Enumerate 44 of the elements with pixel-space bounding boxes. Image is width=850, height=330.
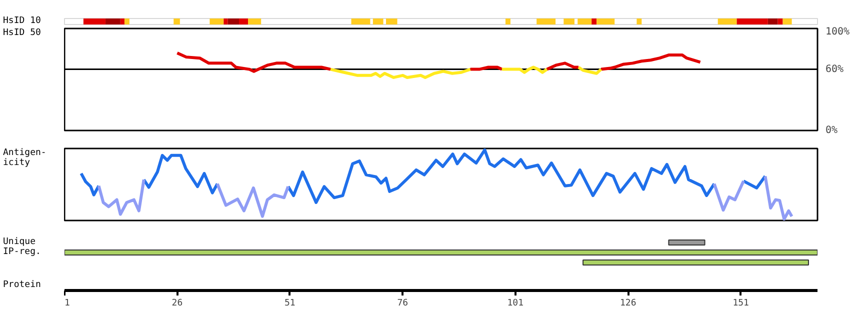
y-tick-label: 60% [826, 64, 844, 75]
bar [505, 18, 510, 24]
bar [124, 18, 130, 24]
bar [239, 18, 248, 24]
bar [386, 18, 398, 24]
bar [736, 18, 768, 24]
x-tick-label: 26 [172, 298, 183, 308]
x-tick-label: 151 [732, 298, 749, 308]
bar [64, 250, 818, 256]
bar [351, 18, 370, 24]
bar [536, 18, 556, 24]
bar [83, 18, 106, 24]
bar [582, 260, 809, 266]
bar [248, 18, 262, 24]
bar [174, 18, 180, 24]
category-label: HsID 10 [3, 16, 41, 26]
bar [668, 240, 706, 246]
bar [106, 18, 120, 24]
bar [372, 18, 384, 24]
bar [578, 18, 592, 24]
y-axis-title: HsID 50 [3, 28, 41, 38]
bar [228, 18, 239, 24]
bar [768, 18, 778, 24]
y-tick-label: IP-reg. [3, 247, 41, 257]
bar [224, 18, 228, 24]
x-tick-label: 126 [620, 298, 636, 308]
bar [592, 18, 597, 24]
bar [782, 18, 792, 24]
x-tick-label: 76 [397, 298, 408, 308]
y-tick-label: 100% [826, 26, 850, 38]
x-axis-title: Protein [3, 280, 41, 290]
y-tick-label: 0% [826, 125, 838, 136]
bar [636, 18, 642, 24]
bar [718, 18, 737, 24]
bar [120, 18, 124, 24]
bar [778, 18, 783, 24]
x-tick-label: 101 [507, 298, 524, 308]
bar [596, 18, 615, 24]
x-tick-label: 51 [284, 298, 296, 308]
bar [210, 18, 224, 24]
y-axis-title: Antigen- icity [3, 148, 46, 168]
y-tick-label: Unique [3, 237, 36, 247]
bar [564, 18, 574, 24]
x-tick-label: 1 [64, 298, 70, 308]
